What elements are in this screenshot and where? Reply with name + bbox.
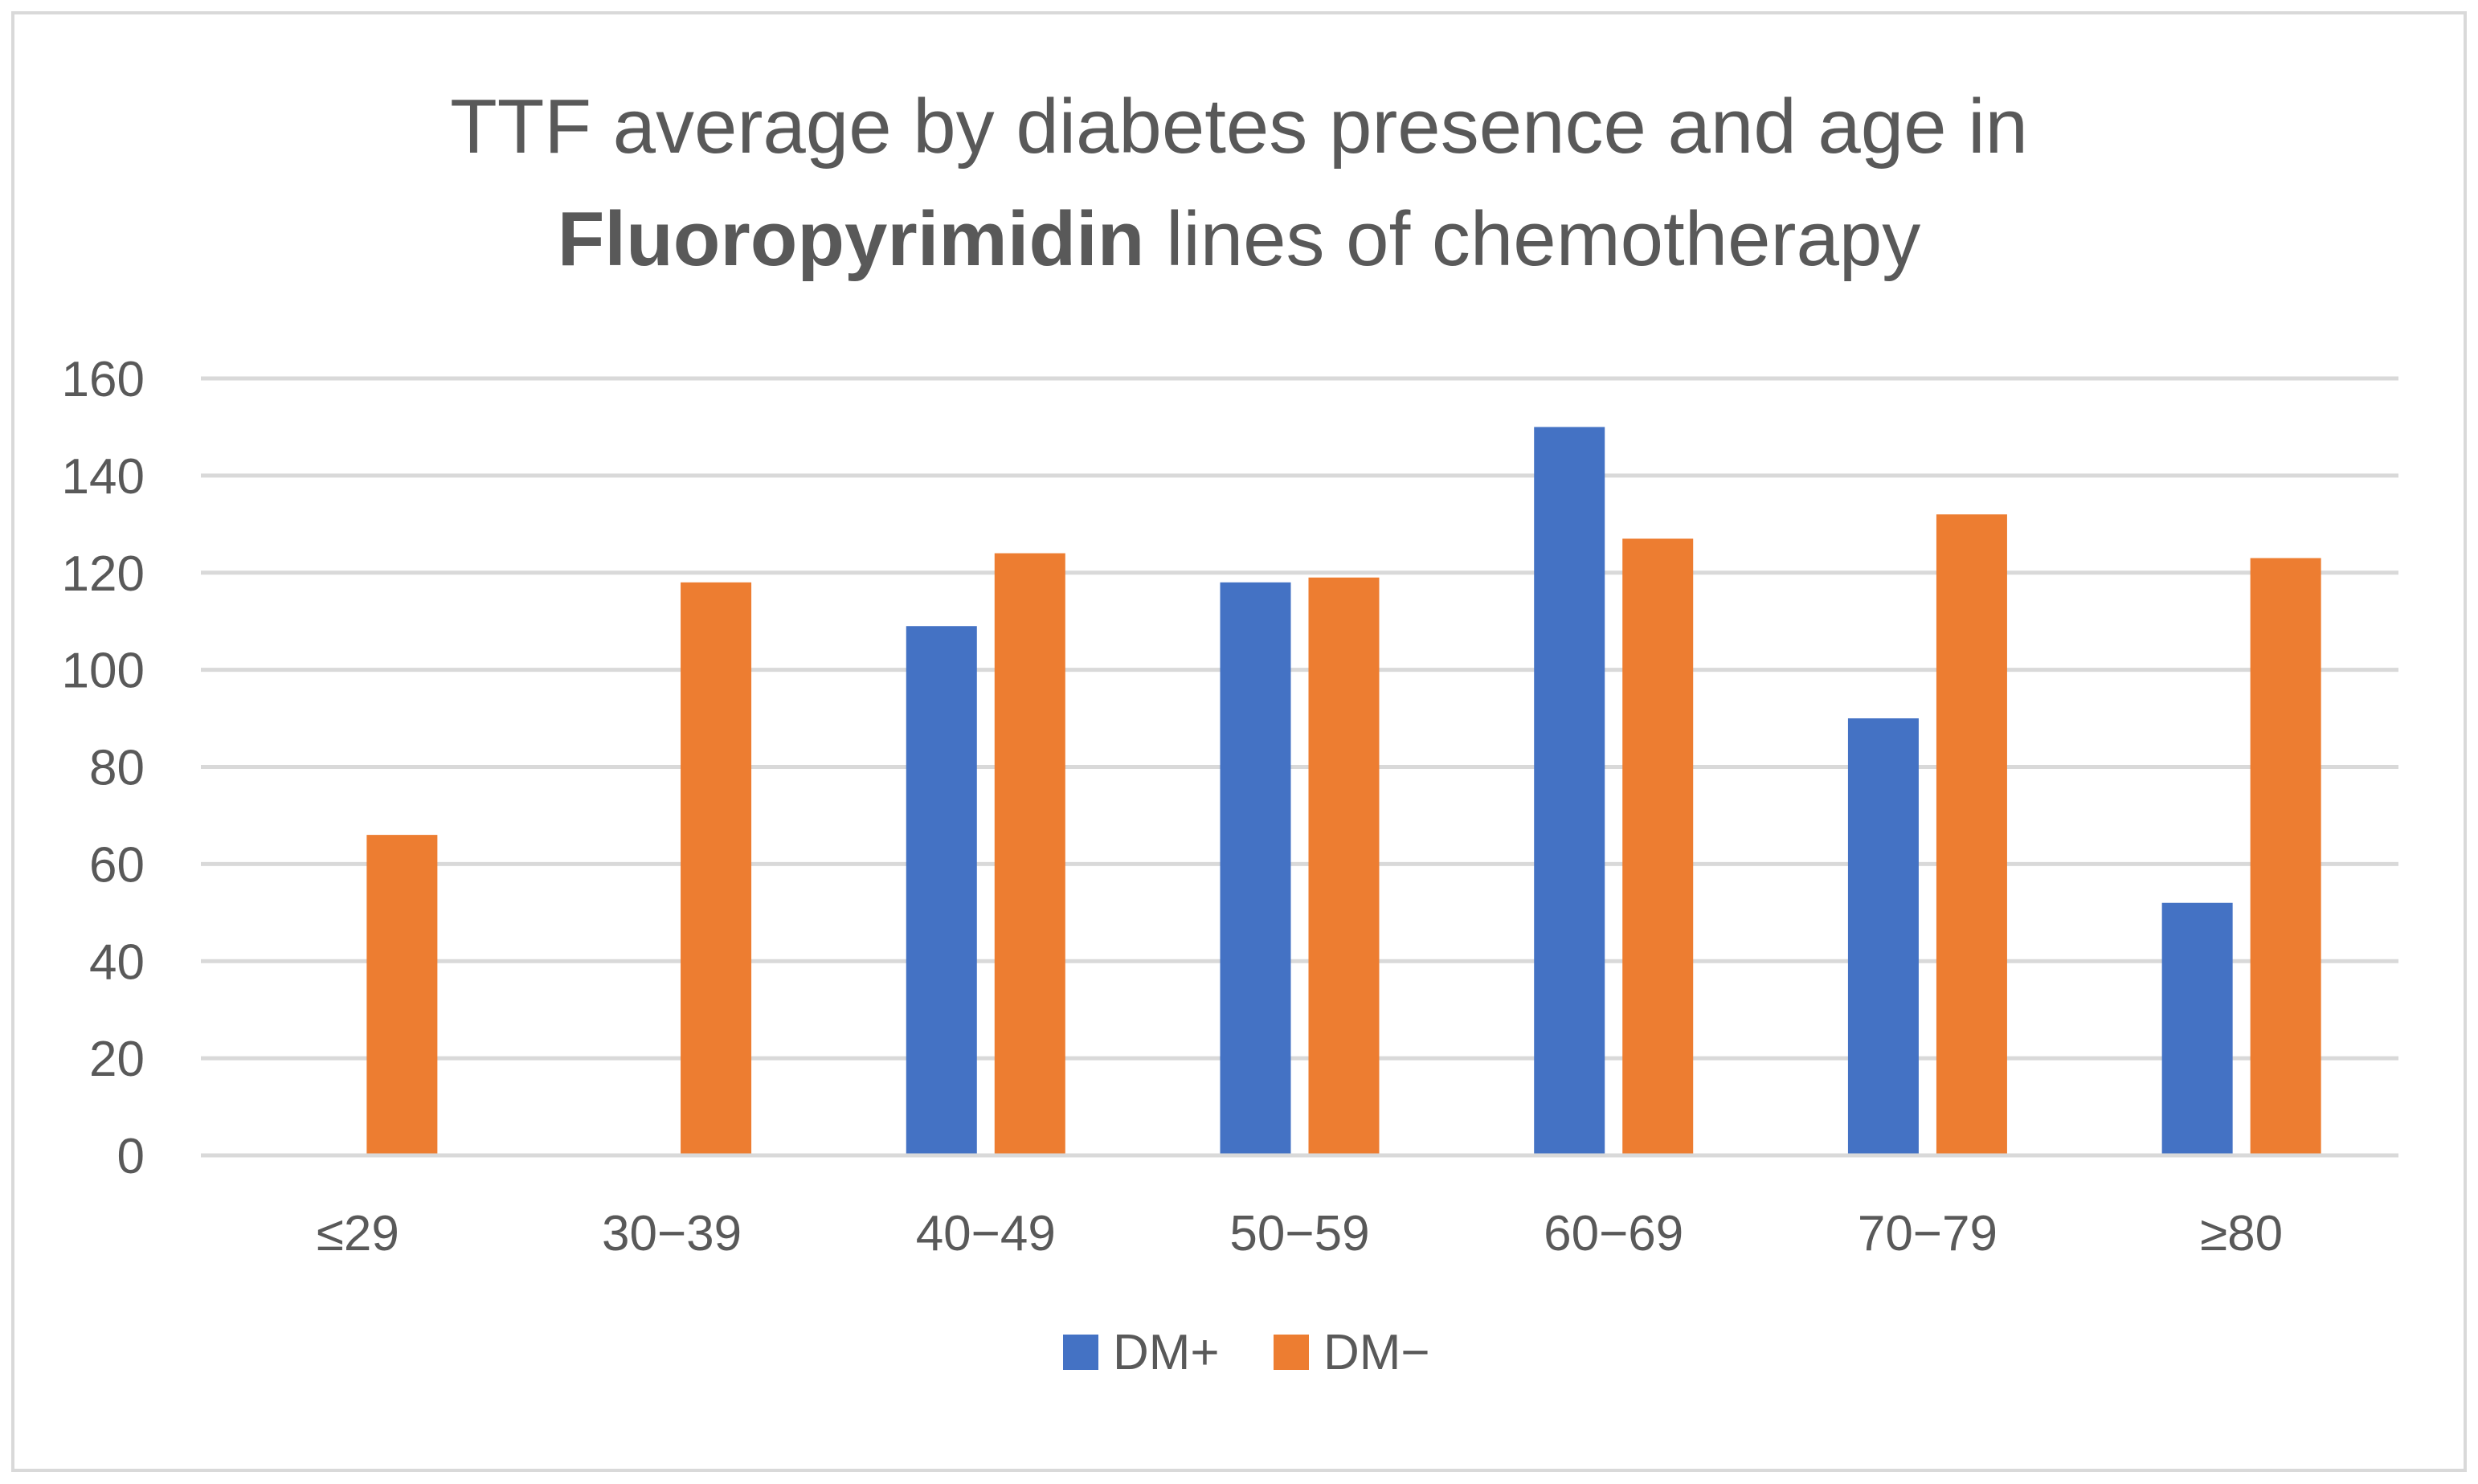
legend: DM+ DM−	[1063, 1325, 1430, 1380]
y-tick-label: 120	[62, 546, 145, 602]
bar-dm-plus	[1847, 718, 1919, 1155]
gridlines	[201, 376, 2398, 1061]
legend-swatch-dm-plus	[1063, 1335, 1098, 1370]
x-axis-labels: ≤29 30−39 40−49 50−59 60−69 70−79 ≥80	[317, 1206, 2283, 1261]
chart-title-bold-part: Fluoropyrimidin	[558, 196, 1145, 282]
legend-swatch-dm-minus	[1274, 1335, 1309, 1370]
bars	[366, 427, 2321, 1155]
bar-dm-plus	[1220, 582, 1291, 1155]
bar-dm-plus	[2161, 902, 2233, 1155]
x-tick-label: ≤29	[317, 1206, 399, 1261]
y-tick-label: 160	[62, 352, 145, 407]
y-axis-ticks: 0 20 40 60 80 100 120 140 160	[62, 352, 145, 1184]
y-tick-label: 140	[62, 449, 145, 505]
bar-dm-plus	[1534, 427, 1605, 1155]
x-tick-label: 60−69	[1544, 1206, 1683, 1261]
bar-dm-minus	[994, 553, 1065, 1155]
x-tick-label: 70−79	[1858, 1206, 1998, 1261]
y-tick-label: 0	[117, 1129, 145, 1184]
bar-dm-minus	[1936, 514, 2007, 1155]
x-tick-label: 30−39	[602, 1206, 742, 1261]
y-tick-label: 80	[89, 741, 145, 796]
bar-dm-minus	[681, 582, 752, 1155]
bar-dm-minus	[1308, 577, 1380, 1155]
legend-label-dm-minus: DM−	[1323, 1325, 1430, 1380]
y-tick-label: 100	[62, 644, 145, 699]
y-tick-label: 60	[89, 837, 145, 893]
chart-title-line-2: Fluoropyrimidin lines of chemotherapy	[558, 196, 1921, 282]
bar-dm-minus	[366, 835, 438, 1155]
y-tick-label: 40	[89, 934, 145, 990]
x-tick-label: 40−49	[916, 1206, 1056, 1261]
y-tick-label: 20	[89, 1032, 145, 1087]
bar-dm-minus	[1622, 538, 1694, 1155]
x-tick-label: 50−59	[1229, 1206, 1369, 1261]
chart-title-rest-part: lines of chemotherapy	[1144, 196, 1920, 282]
chart-title-line-1: TTF average by diabetes presence and age…	[450, 84, 2028, 170]
x-tick-label: ≥80	[2200, 1206, 2283, 1261]
bar-dm-minus	[2250, 558, 2321, 1155]
bar-dm-plus	[906, 626, 977, 1155]
legend-label-dm-plus: DM+	[1113, 1325, 1220, 1380]
